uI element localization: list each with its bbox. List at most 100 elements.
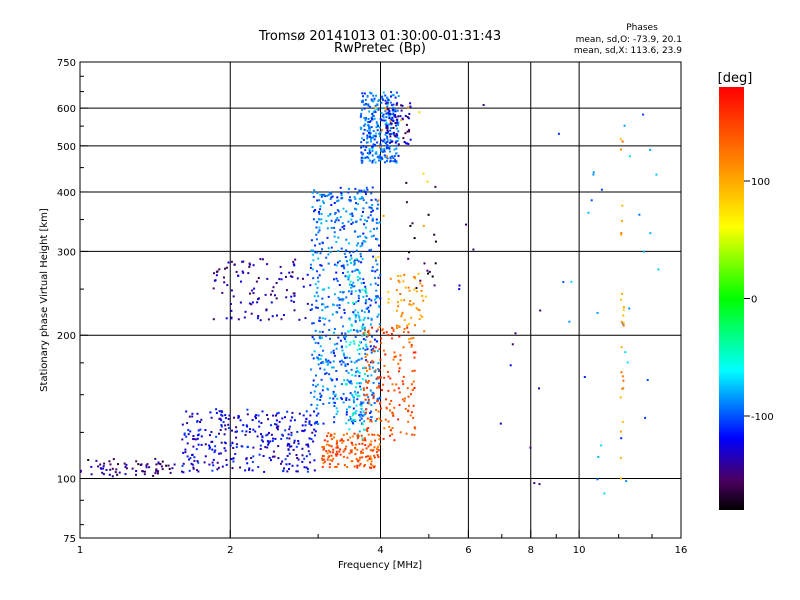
data-point bbox=[353, 313, 356, 316]
data-point bbox=[373, 466, 375, 469]
data-point bbox=[396, 109, 399, 112]
data-point bbox=[173, 463, 176, 466]
data-point bbox=[402, 137, 405, 140]
data-point bbox=[312, 440, 315, 443]
data-point bbox=[397, 115, 400, 118]
data-point bbox=[622, 306, 625, 308]
data-point bbox=[392, 413, 395, 415]
data-point bbox=[135, 473, 137, 476]
data-point bbox=[357, 275, 359, 278]
data-point bbox=[342, 439, 345, 442]
data-point bbox=[413, 288, 416, 291]
data-point bbox=[224, 424, 227, 427]
data-point bbox=[329, 451, 332, 454]
data-point bbox=[277, 411, 280, 414]
data-point bbox=[400, 104, 403, 107]
data-point bbox=[345, 356, 348, 359]
data-point bbox=[395, 383, 398, 386]
data-point bbox=[642, 113, 645, 116]
data-point bbox=[333, 231, 336, 234]
data-point bbox=[196, 437, 199, 440]
data-point bbox=[382, 98, 384, 101]
data-point bbox=[356, 398, 359, 401]
data-point bbox=[350, 257, 353, 260]
data-point bbox=[365, 359, 368, 362]
data-point bbox=[406, 324, 409, 327]
data-point bbox=[376, 103, 379, 106]
data-point bbox=[390, 104, 393, 107]
data-point bbox=[196, 412, 199, 415]
data-point bbox=[344, 275, 347, 278]
data-point bbox=[372, 100, 375, 103]
data-point bbox=[370, 374, 373, 377]
data-point bbox=[264, 293, 267, 296]
data-point bbox=[638, 213, 641, 216]
x-tick-label: 1 bbox=[77, 545, 83, 556]
data-point bbox=[335, 347, 338, 350]
data-point bbox=[403, 141, 406, 143]
data-point bbox=[266, 440, 269, 443]
data-point bbox=[371, 219, 374, 222]
data-point bbox=[374, 135, 377, 138]
data-point bbox=[332, 401, 335, 404]
data-point bbox=[381, 150, 384, 153]
data-point bbox=[418, 318, 421, 321]
data-point bbox=[363, 464, 366, 466]
data-point bbox=[621, 140, 624, 143]
data-point bbox=[146, 463, 149, 466]
data-point bbox=[191, 415, 194, 418]
data-point bbox=[276, 428, 279, 431]
data-point bbox=[363, 189, 366, 192]
data-point bbox=[362, 232, 365, 235]
data-point bbox=[225, 317, 228, 320]
data-point bbox=[387, 420, 390, 423]
data-point bbox=[361, 92, 364, 95]
data-point bbox=[383, 154, 386, 157]
data-point bbox=[348, 283, 351, 286]
data-point bbox=[290, 299, 293, 302]
data-point bbox=[433, 284, 436, 287]
data-point bbox=[340, 438, 343, 441]
data-point bbox=[321, 389, 324, 392]
data-point bbox=[404, 407, 407, 410]
data-point bbox=[346, 379, 349, 381]
data-point bbox=[405, 123, 408, 126]
data-point bbox=[312, 249, 315, 252]
data-point bbox=[325, 334, 328, 337]
data-point bbox=[376, 400, 379, 403]
data-point bbox=[342, 325, 344, 328]
data-point bbox=[311, 322, 314, 325]
data-point bbox=[376, 123, 379, 125]
data-point bbox=[350, 360, 353, 363]
data-point bbox=[362, 210, 364, 213]
data-point bbox=[377, 449, 380, 452]
data-point bbox=[372, 394, 375, 397]
data-point bbox=[318, 354, 321, 356]
data-point bbox=[192, 435, 195, 437]
data-point bbox=[321, 465, 324, 468]
data-point bbox=[370, 416, 373, 418]
data-point bbox=[359, 319, 362, 322]
phase-stat-x: mean, sd,X: 113.6, 23.9 bbox=[574, 46, 682, 56]
data-point bbox=[322, 201, 325, 204]
data-point bbox=[343, 252, 346, 255]
data-point bbox=[619, 456, 622, 459]
data-point bbox=[339, 439, 342, 442]
data-point bbox=[364, 428, 367, 431]
data-point bbox=[353, 302, 356, 305]
data-point bbox=[393, 155, 396, 157]
data-point bbox=[347, 371, 350, 374]
data-point bbox=[362, 132, 365, 135]
data-point bbox=[377, 199, 380, 202]
data-point bbox=[336, 279, 339, 282]
data-point bbox=[314, 329, 317, 332]
data-point bbox=[288, 271, 291, 274]
data-point bbox=[208, 447, 211, 450]
data-point bbox=[332, 349, 335, 352]
data-point bbox=[373, 370, 376, 373]
data-point bbox=[323, 455, 326, 458]
data-point bbox=[219, 452, 222, 455]
data-point bbox=[357, 242, 360, 245]
data-point bbox=[345, 210, 348, 213]
data-point bbox=[340, 192, 343, 195]
